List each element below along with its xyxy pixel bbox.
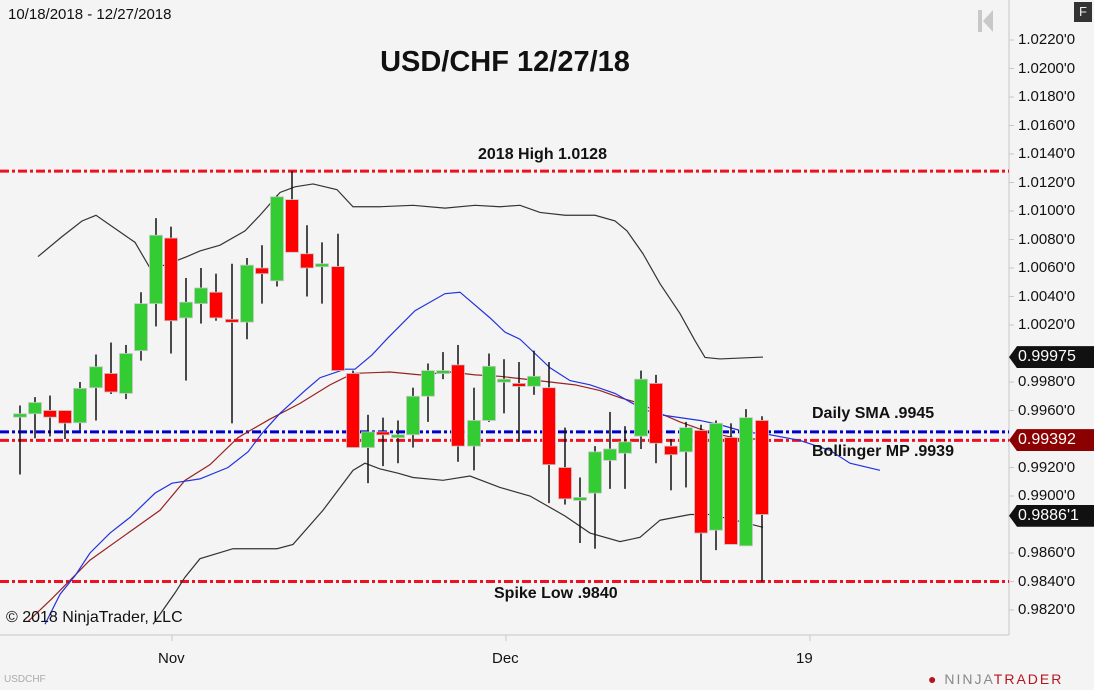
y-tick-label: 1.0140'0 (1018, 145, 1076, 162)
instrument-symbol: USDCHF (4, 674, 46, 685)
y-tick-label: 0.9820'0 (1018, 601, 1076, 618)
annotation-spike-low: Spike Low .9840 (494, 585, 618, 602)
chart-axes (0, 0, 1010, 636)
y-tick-label: 1.0040'0 (1018, 287, 1076, 305)
horizontal-levels (0, 169, 1009, 583)
y-tick-label: 0.9980'0 (1018, 373, 1076, 390)
y-tick-label: 1.0020'0 (1018, 316, 1076, 333)
annotation-bollinger-mp: Bollinger MP .9939 (812, 443, 954, 460)
y-tick-label: 1.0200'0 (1018, 59, 1076, 77)
y-tick-label: 0.9860'0 (1018, 544, 1076, 561)
chart-title: USD/CHF 12/27/18 (380, 46, 630, 78)
date-range: 10/18/2018 - 12/27/2018 (8, 6, 172, 23)
price-tag: 0.99392 (1009, 429, 1094, 452)
x-tick-marks (171, 635, 811, 641)
x-tick-label: 19 (796, 650, 813, 667)
x-tick-label: Dec (492, 650, 519, 667)
y-tick-label: 0.9960'0 (1018, 401, 1076, 419)
annotation-daily-sma: Daily SMA .9945 (812, 405, 935, 422)
x-tick-label: Nov (158, 650, 185, 667)
ninjatrader-logo: ● NINJATRADER (928, 671, 1063, 687)
y-tick-label: 1.0100'0 (1018, 202, 1076, 219)
logo-text-ninja: NINJA (944, 671, 994, 687)
y-tick-marks (1009, 39, 1014, 611)
annotation-2018-high: 2018 High 1.0128 (478, 146, 607, 163)
f-button[interactable]: F (1074, 2, 1092, 22)
price-tag: 0.9886'1 (1009, 504, 1094, 527)
y-tick-label: 1.0060'0 (1018, 259, 1076, 276)
copyright: © 2018 NinjaTrader, LLC (6, 609, 183, 626)
y-tick-label: 1.0120'0 (1018, 173, 1076, 191)
candlesticks (13, 171, 769, 582)
y-tick-label: 1.0180'0 (1018, 88, 1076, 105)
y-tick-label: 0.9900'0 (1018, 487, 1076, 504)
y-tick-label: 0.9840'0 (1018, 572, 1076, 590)
logo-icon: ● (928, 671, 939, 687)
rewind-icon[interactable] (978, 10, 993, 32)
y-tick-label: 0.9920'0 (1018, 458, 1076, 476)
y-tick-label: 1.0220'0 (1018, 31, 1076, 48)
y-tick-label: 1.0160'0 (1018, 116, 1076, 134)
logo-text-trader: TRADER (993, 671, 1064, 687)
price-tag: 0.99975 (1009, 346, 1094, 369)
y-tick-label: 1.0080'0 (1018, 230, 1076, 248)
